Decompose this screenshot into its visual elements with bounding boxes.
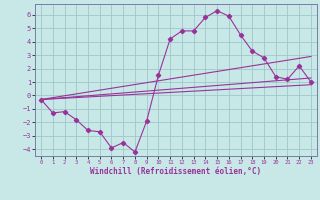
- X-axis label: Windchill (Refroidissement éolien,°C): Windchill (Refroidissement éolien,°C): [91, 167, 261, 176]
